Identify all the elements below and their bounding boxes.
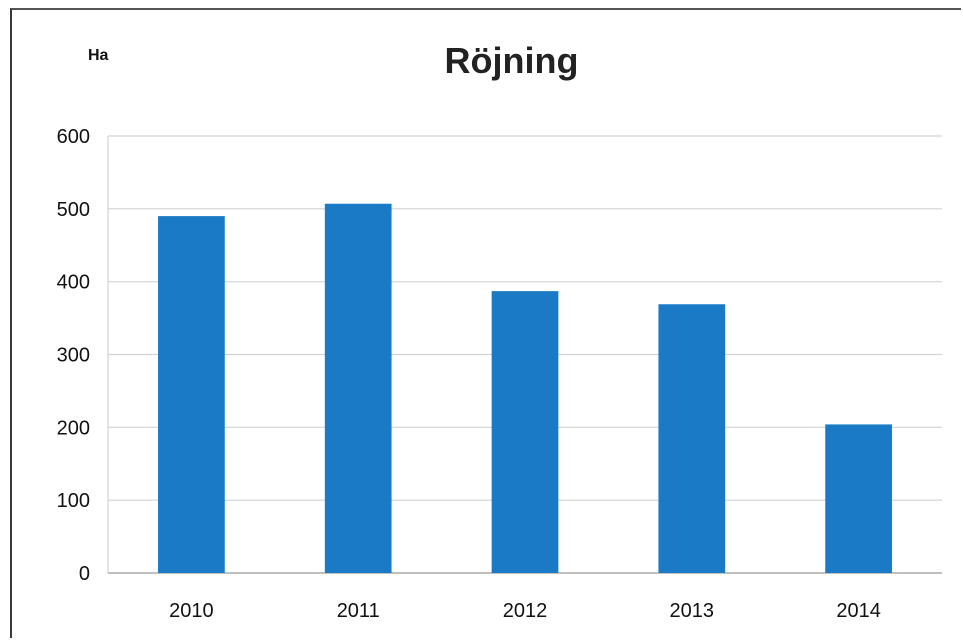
x-tick-label: 2011 <box>337 600 380 622</box>
bar-2010 <box>158 216 225 573</box>
y-tick-label: 200 <box>57 417 90 439</box>
y-tick-label: 400 <box>57 272 90 294</box>
chart-title: Röjning <box>444 40 579 81</box>
y-tick-label: 300 <box>57 345 90 367</box>
y-tick-label: 500 <box>57 199 90 221</box>
y-tick-label: 600 <box>57 126 90 148</box>
x-tick-label: 2010 <box>169 600 214 622</box>
chart-frame <box>10 8 961 638</box>
y-axis-unit-label: Ha <box>88 47 109 64</box>
x-tick-label: 2014 <box>836 600 881 622</box>
y-tick-label: 100 <box>57 490 90 512</box>
x-tick-label: 2013 <box>670 600 715 622</box>
bar-2014 <box>825 424 892 573</box>
y-tick-label: 0 <box>79 563 90 585</box>
bar-2013 <box>658 304 726 573</box>
bar-2011 <box>324 203 392 574</box>
bar-2012 <box>491 291 559 573</box>
x-tick-label: 2012 <box>503 600 548 622</box>
